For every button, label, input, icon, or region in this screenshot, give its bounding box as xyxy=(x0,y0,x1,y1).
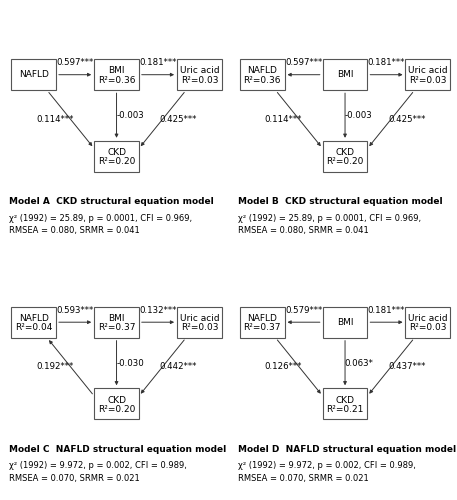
Text: CKD: CKD xyxy=(107,148,126,157)
Text: 0.593***: 0.593*** xyxy=(57,306,94,314)
Text: R²=0.37: R²=0.37 xyxy=(244,324,281,332)
Text: χ² (1992) = 9.972, p = 0.002, CFI = 0.989,
RMSEA = 0.070, SRMR = 0.021: χ² (1992) = 9.972, p = 0.002, CFI = 0.98… xyxy=(9,462,187,483)
Text: NAFLD: NAFLD xyxy=(247,66,277,76)
Text: Model B  CKD structural equation model: Model B CKD structural equation model xyxy=(238,197,442,206)
Text: Uric acid: Uric acid xyxy=(408,66,448,76)
Text: CKD: CKD xyxy=(107,396,126,404)
Text: NAFLD: NAFLD xyxy=(247,314,277,323)
Text: BMI: BMI xyxy=(337,318,353,326)
Text: 0.181***: 0.181*** xyxy=(139,58,177,67)
Text: R²=0.03: R²=0.03 xyxy=(181,324,218,332)
Text: R²=0.20: R²=0.20 xyxy=(326,158,364,166)
Text: Uric acid: Uric acid xyxy=(180,66,219,76)
Text: 0.597***: 0.597*** xyxy=(57,58,94,67)
Text: Uric acid: Uric acid xyxy=(180,314,219,323)
Text: -0.003: -0.003 xyxy=(345,111,372,120)
Text: 0.063*: 0.063* xyxy=(344,358,373,368)
FancyBboxPatch shape xyxy=(323,388,367,420)
FancyBboxPatch shape xyxy=(11,59,56,90)
Text: R²=0.03: R²=0.03 xyxy=(409,324,446,332)
FancyBboxPatch shape xyxy=(240,59,285,90)
Text: NAFLD: NAFLD xyxy=(19,314,48,323)
Text: R²=0.36: R²=0.36 xyxy=(244,76,281,85)
Text: 0.597***: 0.597*** xyxy=(285,58,322,67)
FancyBboxPatch shape xyxy=(323,140,367,172)
Text: BMI: BMI xyxy=(337,70,353,79)
FancyBboxPatch shape xyxy=(323,59,367,90)
Text: R²=0.36: R²=0.36 xyxy=(98,76,135,85)
Text: 0.442***: 0.442*** xyxy=(159,362,197,372)
Text: 0.192***: 0.192*** xyxy=(36,362,74,372)
FancyBboxPatch shape xyxy=(177,306,222,338)
Text: R²=0.21: R²=0.21 xyxy=(326,405,364,414)
FancyBboxPatch shape xyxy=(94,59,139,90)
Text: 0.114***: 0.114*** xyxy=(36,115,74,124)
Text: 0.126***: 0.126*** xyxy=(265,362,302,372)
Text: Uric acid: Uric acid xyxy=(408,314,448,323)
Text: BMI: BMI xyxy=(108,314,125,323)
Text: 0.181***: 0.181*** xyxy=(368,306,405,314)
Text: R²=0.03: R²=0.03 xyxy=(181,76,218,85)
Text: R²=0.03: R²=0.03 xyxy=(409,76,446,85)
Text: 0.425***: 0.425*** xyxy=(388,115,425,124)
Text: 0.425***: 0.425*** xyxy=(159,115,197,124)
Text: BMI: BMI xyxy=(108,66,125,76)
FancyBboxPatch shape xyxy=(405,306,450,338)
FancyBboxPatch shape xyxy=(94,140,139,172)
Text: 0.437***: 0.437*** xyxy=(388,362,425,372)
Text: 0.579***: 0.579*** xyxy=(285,306,322,314)
Text: R²=0.04: R²=0.04 xyxy=(15,324,53,332)
Text: -0.030: -0.030 xyxy=(116,358,144,368)
Text: CKD: CKD xyxy=(335,148,355,157)
Text: Model C  NAFLD structural equation model: Model C NAFLD structural equation model xyxy=(9,444,226,454)
FancyBboxPatch shape xyxy=(11,306,56,338)
Text: χ² (1992) = 25.89, p = 0.0001, CFI = 0.969,
RMSEA = 0.080, SRMR = 0.041: χ² (1992) = 25.89, p = 0.0001, CFI = 0.9… xyxy=(9,214,192,236)
Text: R²=0.20: R²=0.20 xyxy=(98,405,135,414)
Text: NAFLD: NAFLD xyxy=(19,70,48,79)
Text: CKD: CKD xyxy=(335,396,355,404)
FancyBboxPatch shape xyxy=(405,59,450,90)
Text: 0.181***: 0.181*** xyxy=(368,58,405,67)
Text: 0.114***: 0.114*** xyxy=(265,115,302,124)
Text: R²=0.20: R²=0.20 xyxy=(98,158,135,166)
FancyBboxPatch shape xyxy=(240,306,285,338)
Text: χ² (1992) = 9.972, p = 0.002, CFI = 0.989,
RMSEA = 0.070, SRMR = 0.021: χ² (1992) = 9.972, p = 0.002, CFI = 0.98… xyxy=(238,462,415,483)
Text: -0.003: -0.003 xyxy=(116,111,144,120)
Text: 0.132***: 0.132*** xyxy=(139,306,177,314)
Text: R²=0.37: R²=0.37 xyxy=(98,324,135,332)
Text: χ² (1992) = 25.89, p = 0.0001, CFI = 0.969,
RMSEA = 0.080, SRMR = 0.041: χ² (1992) = 25.89, p = 0.0001, CFI = 0.9… xyxy=(238,214,421,236)
FancyBboxPatch shape xyxy=(94,306,139,338)
Text: Model D  NAFLD structural equation model: Model D NAFLD structural equation model xyxy=(238,444,456,454)
FancyBboxPatch shape xyxy=(177,59,222,90)
FancyBboxPatch shape xyxy=(94,388,139,420)
FancyBboxPatch shape xyxy=(323,306,367,338)
Text: Model A  CKD structural equation model: Model A CKD structural equation model xyxy=(9,197,214,206)
